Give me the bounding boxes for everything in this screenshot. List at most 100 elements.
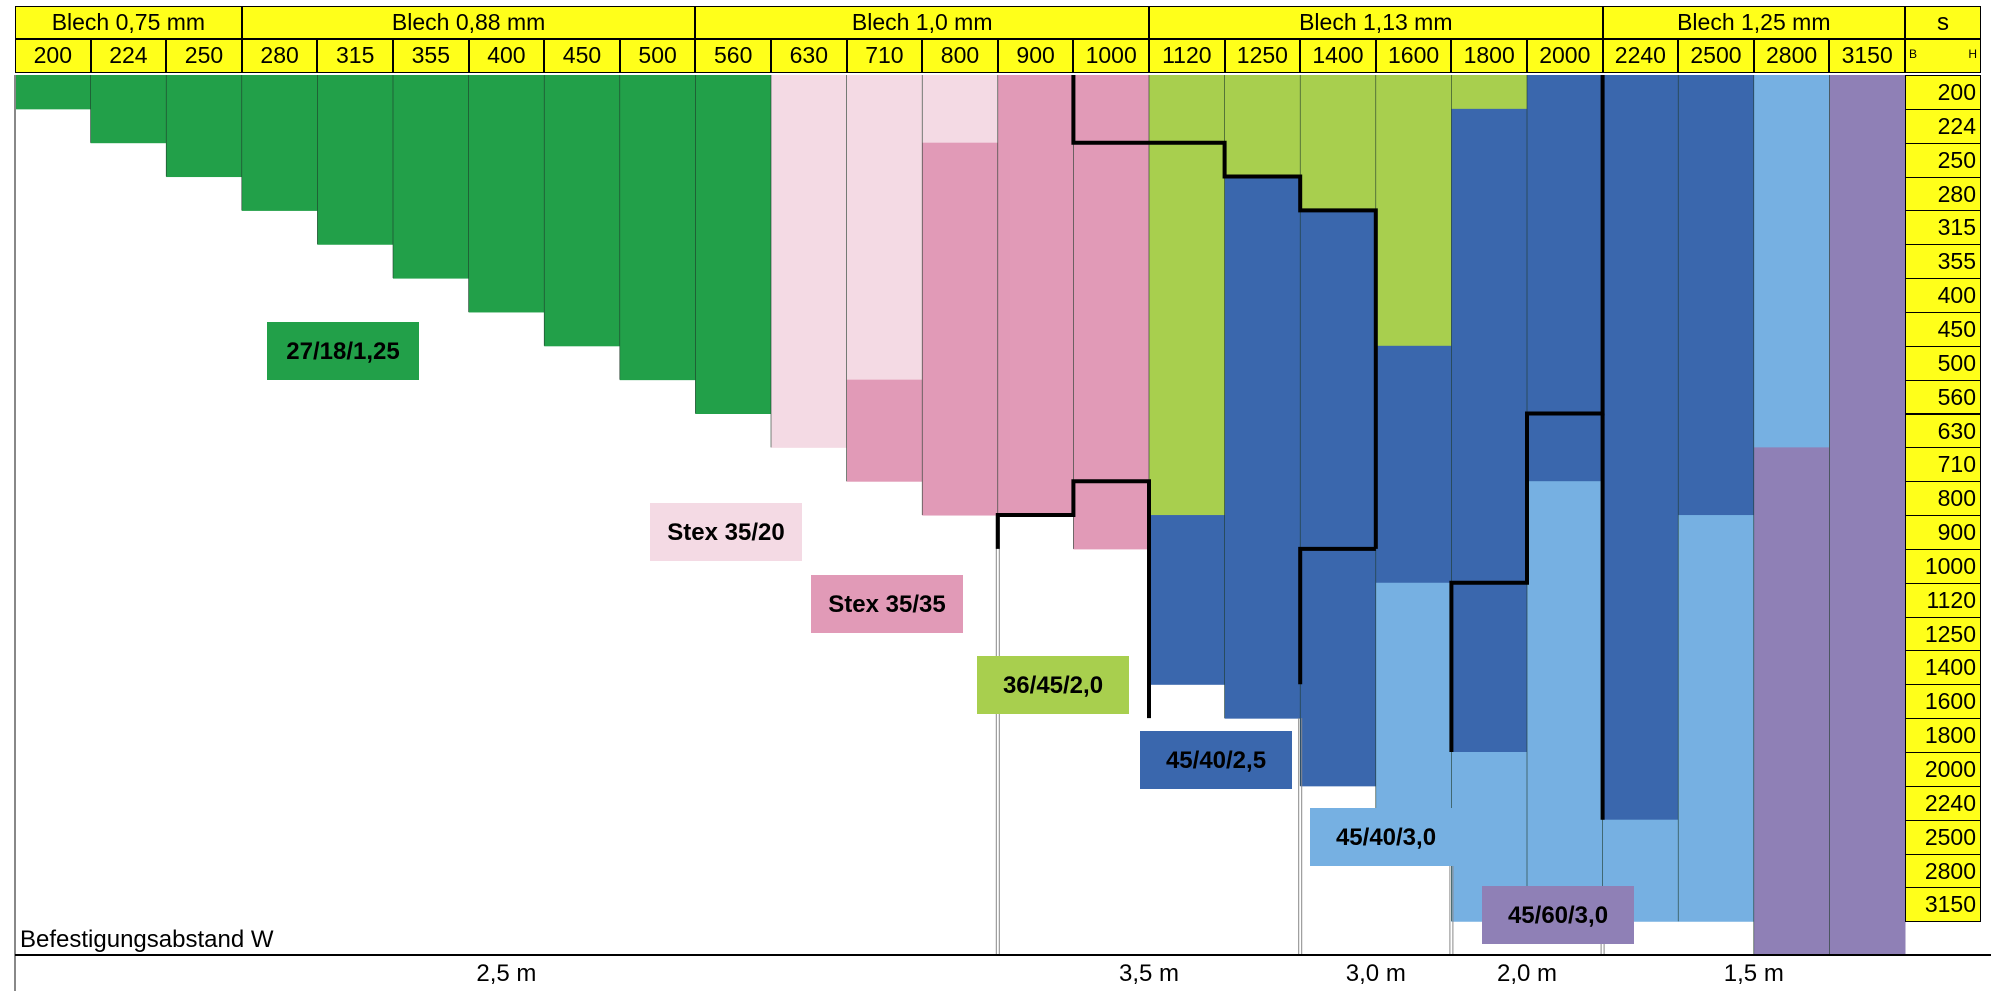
column-header-2240: 2240 [1602,39,1679,73]
legend-45/40/2,5: 45/40/2,5 [1140,731,1292,789]
cell-bar-710-Stex 35/20 [846,75,923,381]
column-header-1600: 1600 [1375,39,1452,73]
group-header-1: Blech 0,88 mm [241,6,696,39]
cell-bar-900-Stex 35/35 [997,75,1074,516]
row-label-560: 560 [1905,379,1981,415]
row-label-3150: 3150 [1905,887,1981,923]
cell-bar-1120-36/45/2,0 [1149,75,1226,516]
fastening-distance-1: 3,5 m [1118,960,1180,987]
cell-bar-1800-36/45/2,0 [1451,75,1528,110]
group-header-0: Blech 0,75 mm [15,6,242,39]
legend-45/40/3,0: 45/40/3,0 [1310,808,1462,866]
column-header-630: 630 [771,39,847,73]
column-header-3150: 3150 [1829,39,1905,73]
column-header-900: 900 [997,39,1074,73]
row-label-2500: 2500 [1905,819,1981,855]
row-label-1250: 1250 [1905,616,1981,652]
column-header-500: 500 [619,39,696,73]
column-header-2800: 2800 [1753,39,1830,73]
fastening-distance-title: Befestigungsabstand W [20,926,274,953]
cell-bar-1000-Stex 35/35 [1073,75,1150,144]
legend-27/18/1,25: 27/18/1,25 [267,322,419,380]
cell-bar-224-27/18/1,25 [90,75,167,144]
cell-bar-2800-45/60/3,0 [1753,447,1830,956]
group-header-3: Blech 1,13 mm [1149,6,1603,39]
row-label-355: 355 [1905,244,1981,280]
cell-bar-2500-45/40/3,0 [1678,515,1755,922]
row-label-710: 710 [1905,447,1981,483]
fastening-distance-2: 3,0 m [1345,960,1406,987]
legend-Stex 35/20: Stex 35/20 [650,503,802,561]
group-header-2: Blech 1,0 mm [695,6,1149,39]
row-label-1800: 1800 [1905,718,1981,753]
cell-bar-1600-45/40/3,0 [1375,582,1452,821]
cell-bar-2000-45/40/3,0 [1527,481,1604,888]
cell-bar-2000-45/40/2,5 [1527,75,1604,482]
cell-bar-2240-45/40/2,5 [1602,75,1679,821]
cell-bar-1250-45/40/2,5 [1224,176,1301,719]
cell-bar-1800-45/40/2,5 [1451,108,1528,753]
row-label-1400: 1400 [1905,650,1981,686]
column-header-1800: 1800 [1451,39,1527,73]
corner-b-label: B [1909,47,1918,61]
cell-bar-800-Stex 35/35 [922,142,999,516]
row-label-280: 280 [1905,176,1981,212]
cell-bar-1120-45/40/2,5 [1149,515,1226,685]
column-header-250: 250 [166,39,242,73]
row-label-2800: 2800 [1905,853,1981,889]
boundary-line-mid [1298,546,1376,685]
column-header-450: 450 [544,39,620,73]
cell-bar-3150-45/60/3,0 [1829,75,1906,956]
boundary-line-upper [1071,75,1378,549]
row-label-630: 630 [1905,413,1981,449]
cell-bar-630-Stex 35/20 [771,75,848,448]
column-header-355: 355 [393,39,469,73]
cell-bar-200-27/18/1,25 [15,75,92,110]
cell-bar-2800-45/40/3,0 [1753,75,1830,448]
cell-bar-710-Stex 35/35 [846,379,923,482]
cell-bar-315-27/18/1,25 [317,75,394,245]
fastening-distance-4: 1,5 m [1723,960,1784,987]
row-label-900: 900 [1905,515,1981,550]
corner-h-label: H [1968,47,1977,61]
column-header-224: 224 [90,39,167,73]
column-header-560: 560 [695,39,771,73]
row-label-800: 800 [1905,481,1981,517]
cell-bar-400-27/18/1,25 [468,75,545,313]
cell-bar-1400-36/45/2,0 [1300,75,1377,211]
boundary-line-lower [995,479,1151,719]
column-header-1250: 1250 [1224,39,1301,73]
cell-bar-2500-45/40/2,5 [1678,75,1755,516]
cell-bar-500-27/18/1,25 [619,75,696,381]
cell-bar-1400-45/40/2,5 [1300,210,1377,787]
legend-Stex 35/35: Stex 35/35 [811,575,963,633]
cell-bar-1600-45/40/2,5 [1375,345,1452,584]
row-label-2240: 2240 [1905,785,1981,821]
row-label-1600: 1600 [1905,684,1981,720]
cell-bar-355-27/18/1,25 [393,75,470,279]
cell-bar-1000-Stex 35/35 [1073,142,1150,550]
s-header: s [1905,6,1981,39]
cell-bar-560-27/18/1,25 [695,75,772,414]
row-label-224: 224 [1905,108,1981,144]
row-label-400: 400 [1905,278,1981,313]
group-header-4: Blech 1,25 mm [1602,6,1905,39]
legend-45/60/3,0: 45/60/3,0 [1482,886,1634,944]
column-header-200: 200 [15,39,91,73]
column-header-800: 800 [922,39,998,73]
cell-bar-1600-36/45/2,0 [1375,75,1452,347]
column-header-280: 280 [241,39,318,73]
column-header-1400: 1400 [1300,39,1376,73]
legend-36/45/2,0: 36/45/2,0 [977,656,1129,714]
row-label-200: 200 [1905,75,1981,110]
cell-bar-280-27/18/1,25 [241,75,318,211]
column-header-1120: 1120 [1149,39,1225,73]
row-label-2000: 2000 [1905,752,1981,787]
row-label-1000: 1000 [1905,548,1981,584]
column-header-315: 315 [317,39,393,73]
cell-bar-450-27/18/1,25 [544,75,621,347]
row-label-1120: 1120 [1905,582,1981,618]
fastening-distance-3: 2,0 m [1496,960,1558,987]
